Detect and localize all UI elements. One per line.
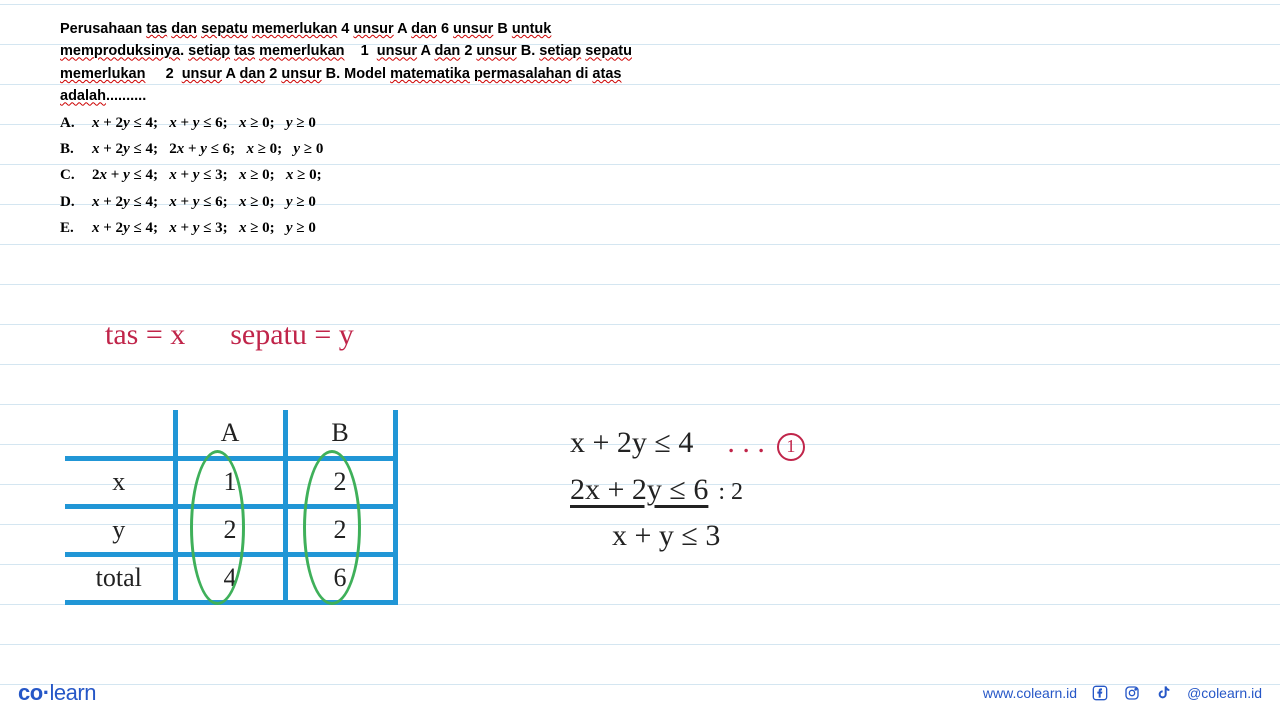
working-equations: x + 2y ≤ 4 . . . 1 2x + 2y ≤ 6 : 2 x + y… (570, 420, 805, 560)
footer-right: www.colearn.id @colearn.id (983, 684, 1262, 702)
answer-options: A. x + 2y ≤ 4; x + y ≤ 6; x ≥ 0; y ≥ 0 B… (60, 112, 680, 240)
option-a: A. x + 2y ≤ 4; x + y ≤ 6; x ≥ 0; y ≥ 0 (60, 112, 680, 135)
footer-url: www.colearn.id (983, 685, 1077, 701)
tiktok-icon (1155, 684, 1173, 702)
option-letter: E. (60, 217, 80, 240)
equation-3: x + y ≤ 3 (612, 513, 805, 560)
table-cell: 2 (175, 506, 285, 554)
option-expr: x + 2y ≤ 4; x + y ≤ 6; x ≥ 0; y ≥ 0 (92, 112, 316, 135)
variable-assignment: tas = x sepatu = y (105, 318, 354, 352)
table-cell: 4 (175, 554, 285, 602)
eq1-number-icon: 1 (777, 433, 805, 461)
option-letter: A. (60, 112, 80, 135)
table-row-label: x (65, 458, 175, 506)
problem-statement: Perusahaan tas dan sepatu memerlukan 4 u… (60, 18, 680, 243)
brand-logo: co·learn (18, 680, 96, 706)
eq1-dots: . . . (727, 420, 765, 467)
constraint-table: A B x 1 2 y 2 2 total 4 6 (65, 410, 398, 605)
logo-co: co (18, 680, 43, 705)
option-b: B. x + 2y ≤ 4; 2x + y ≤ 6; x ≥ 0; y ≥ 0 (60, 138, 680, 161)
table-row-label: total (65, 554, 175, 602)
option-expr: 2x + y ≤ 4; x + y ≤ 3; x ≥ 0; x ≥ 0; (92, 164, 322, 187)
option-d: D. x + 2y ≤ 4; x + y ≤ 6; x ≥ 0; y ≥ 0 (60, 191, 680, 214)
eq2-text: 2x + 2y ≤ 6 (570, 467, 708, 514)
option-expr: x + 2y ≤ 4; x + y ≤ 3; x ≥ 0; y ≥ 0 (92, 217, 316, 240)
equation-1: x + 2y ≤ 4 . . . 1 (570, 420, 805, 467)
eq1-text: x + 2y ≤ 4 (570, 420, 693, 467)
table-header-b: B (285, 410, 395, 458)
eq2-divide: : 2 (718, 474, 743, 511)
table-cell: 2 (285, 458, 395, 506)
table-cell: 1 (175, 458, 285, 506)
table-header-a: A (175, 410, 285, 458)
table-cell: 6 (285, 554, 395, 602)
table-cell: 2 (285, 506, 395, 554)
instagram-icon (1123, 684, 1141, 702)
option-letter: D. (60, 191, 80, 214)
option-letter: C. (60, 164, 80, 187)
logo-learn: learn (50, 680, 96, 705)
logo-dot-icon: · (43, 680, 50, 705)
problem-text: Perusahaan tas dan sepatu memerlukan 4 u… (60, 18, 680, 108)
facebook-icon (1091, 684, 1109, 702)
option-expr: x + 2y ≤ 4; x + y ≤ 6; x ≥ 0; y ≥ 0 (92, 191, 316, 214)
eq3-text: x + y ≤ 3 (612, 513, 720, 560)
social-handle: @colearn.id (1187, 685, 1262, 701)
option-letter: B. (60, 138, 80, 161)
table-corner (65, 410, 175, 458)
table-row-label: y (65, 506, 175, 554)
tas-assign: tas = x (105, 318, 185, 351)
footer: co·learn www.colearn.id @colearn.id (0, 680, 1280, 706)
option-c: C. 2x + y ≤ 4; x + y ≤ 3; x ≥ 0; x ≥ 0; (60, 164, 680, 187)
sepatu-assign: sepatu = y (230, 318, 354, 351)
equation-2: 2x + 2y ≤ 6 : 2 (570, 467, 805, 514)
option-expr: x + 2y ≤ 4; 2x + y ≤ 6; x ≥ 0; y ≥ 0 (92, 138, 323, 161)
option-e: E. x + 2y ≤ 4; x + y ≤ 3; x ≥ 0; y ≥ 0 (60, 217, 680, 240)
